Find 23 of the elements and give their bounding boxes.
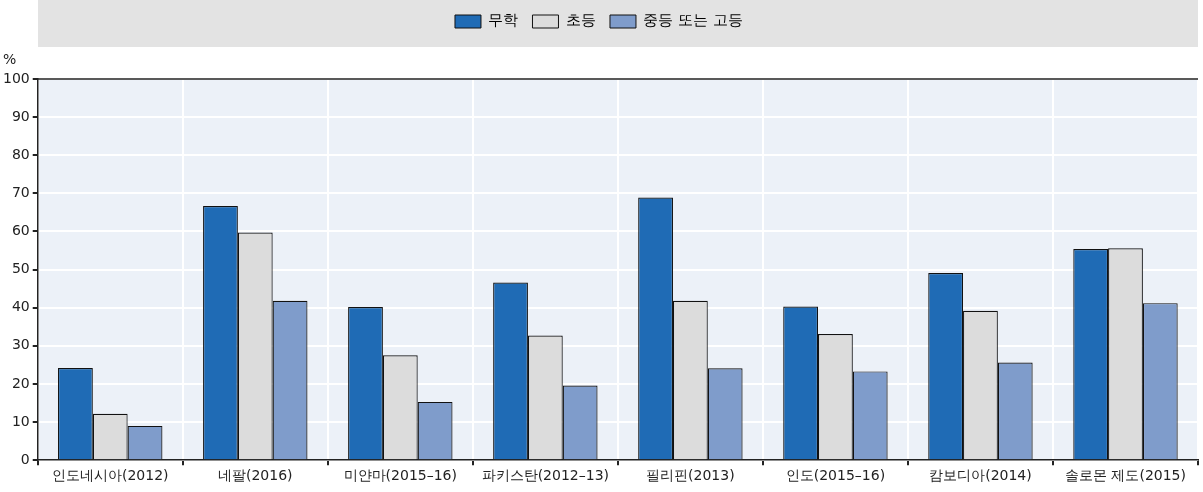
y-tick-label: 70	[11, 184, 30, 200]
y-tick-label: 0	[20, 450, 30, 467]
y-tick-label: 40	[11, 298, 30, 315]
y-tick-label: 90	[11, 107, 30, 124]
x-tick-label: 인도(2015–16)	[785, 467, 886, 484]
y-axis-title: %	[3, 50, 17, 67]
x-tick-label: 필리핀(2013)	[646, 467, 735, 484]
x-tick-label: 솔로몬 제도(2015)	[1064, 467, 1186, 484]
y-tick-label: 60	[11, 222, 30, 239]
y-tick-label: 30	[11, 336, 30, 353]
legend-label: 초등	[565, 11, 596, 30]
x-tick-label: 네팔(2016)	[217, 467, 293, 484]
x-tick-label: 미얀마(2015–16)	[343, 467, 457, 484]
x-tick-label: 인도네시아(2012)	[51, 467, 169, 484]
y-tick-label: 80	[11, 145, 30, 162]
y-tick-label: 100	[2, 69, 30, 86]
legend-label: 중등 또는 고등	[643, 11, 744, 30]
y-tick-label: 20	[11, 374, 30, 391]
legend-label: 무학	[488, 11, 519, 30]
y-tick-label: 10	[11, 412, 30, 429]
y-tick-label: 50	[11, 260, 30, 277]
x-tick-label: 캄보디아(2014)	[929, 467, 1032, 484]
x-tick-label: 파키스탄(2012–13)	[481, 467, 610, 484]
